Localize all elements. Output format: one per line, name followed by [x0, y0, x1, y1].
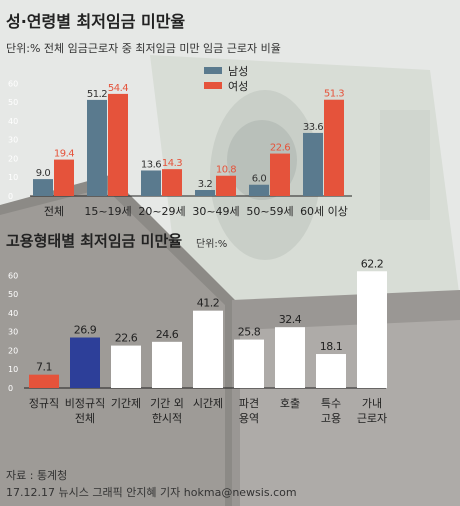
credit-note: 17.12.17 뉴시스 그래픽 안지혜 기자 hokma@newsis.com — [6, 486, 297, 499]
chart2-ytick-6: 60 — [8, 271, 18, 280]
chart1-bar-female-3 — [216, 175, 236, 196]
chart2-title: 고용형태별 최저임금 미만율 — [6, 232, 183, 250]
chart2-bar-4 — [193, 310, 223, 388]
chart1-bar-female-5 — [324, 99, 344, 196]
chart2-value-6: 32.4 — [279, 313, 302, 326]
chart2-value-8: 62.2 — [361, 257, 384, 270]
chart2-value-3: 24.6 — [156, 328, 179, 341]
chart1-bar-male-4 — [249, 184, 269, 196]
chart2-category-3: 기간 외 한시적 — [150, 397, 184, 425]
chart1-value-male-1: 51.2 — [87, 89, 107, 100]
chart1-category-5: 60세 이상 — [300, 205, 348, 218]
chart1-bar-female-2 — [162, 169, 182, 196]
chart2-category-7: 특수 고용 — [321, 397, 341, 425]
chart2-ytick-1: 10 — [8, 365, 18, 374]
chart1-legend: 남성 여성 — [204, 63, 248, 93]
chart2-value-2: 22.6 — [115, 332, 138, 345]
chart2-category-1: 비정규직 전체 — [65, 397, 105, 425]
chart1-value-female-4: 22.6 — [270, 143, 290, 154]
chart2-category-4: 시간제 — [193, 397, 223, 410]
chart2-bar-3 — [152, 341, 182, 388]
chart1-value-male-5: 33.6 — [303, 122, 323, 133]
chart2-ytick-0: 0 — [8, 384, 13, 393]
chart2-category-8: 가내 근로자 — [357, 397, 387, 425]
chart1-category-0: 전체 — [44, 205, 64, 218]
chart1-bar-male-0 — [33, 179, 53, 196]
chart1-ytick-4: 40 — [8, 117, 18, 126]
legend-label-female: 여성 — [228, 79, 249, 93]
source-note: 자료 : 통계청 — [6, 469, 68, 482]
chart1-bar-male-2 — [141, 170, 161, 196]
chart1-value-female-2: 14.3 — [162, 158, 182, 169]
chart1-category-2: 20~29세 — [138, 205, 185, 218]
chart1-category-4: 50~59세 — [246, 205, 293, 218]
chart1-ytick-2: 20 — [8, 154, 18, 163]
chart2-value-5: 25.8 — [238, 326, 261, 339]
chart2-category-0: 정규직 — [29, 397, 59, 410]
chart1-ytick-0: 0 — [8, 192, 13, 201]
chart2-bar-1 — [70, 337, 100, 388]
chart1-value-male-4: 6.0 — [252, 174, 267, 185]
legend-item-female: 여성 — [204, 78, 248, 93]
chart1-value-female-0: 19.4 — [54, 149, 74, 160]
chart1-ytick-5: 50 — [8, 98, 18, 107]
chart1-ytick-6: 60 — [8, 79, 18, 88]
chart1-value-female-5: 51.3 — [324, 89, 344, 100]
legend-item-male: 남성 — [204, 63, 248, 78]
chart1-category-3: 30~49세 — [192, 205, 239, 218]
chart2-unit: 단위:% — [196, 239, 228, 250]
chart1-value-male-3: 3.2 — [198, 179, 213, 190]
chart1-bar-female-0 — [54, 159, 74, 196]
chart2-bar-8 — [357, 271, 387, 388]
chart1-bar-male-1 — [87, 99, 107, 196]
legend-label-male: 남성 — [228, 64, 249, 78]
chart1-value-male-2: 13.6 — [141, 159, 161, 170]
chart2-value-0: 7.1 — [36, 361, 52, 374]
chart2-category-5: 파견 용역 — [239, 397, 259, 425]
chart2-category-2: 기간제 — [111, 397, 141, 410]
chart2-ytick-5: 50 — [8, 290, 18, 299]
chart1-category-1: 15~19세 — [84, 205, 131, 218]
chart1-value-male-0: 9.0 — [36, 168, 51, 179]
chart2-ytick-3: 30 — [8, 328, 18, 337]
chart1-value-female-3: 10.8 — [216, 165, 236, 176]
chart1-subtitle: 단위:% 전체 임금근로자 중 최저임금 미만 임금 근로자 비율 — [6, 42, 281, 55]
chart2-bar-7 — [316, 354, 346, 388]
chart1-ytick-1: 10 — [8, 173, 18, 182]
chart2-ytick-4: 40 — [8, 309, 18, 318]
chart2-ytick-2: 20 — [8, 346, 18, 355]
chart1-ytick-3: 30 — [8, 136, 18, 145]
legend-swatch-female — [204, 82, 222, 89]
chart2-bar-5 — [234, 339, 264, 388]
chart2-bar-2 — [111, 345, 141, 388]
chart1-value-female-1: 54.4 — [108, 83, 128, 94]
chart1-bar-male-5 — [303, 132, 323, 196]
chart2-value-4: 41.2 — [197, 297, 220, 310]
chart2-value-1: 26.9 — [74, 324, 97, 337]
chart2-value-7: 18.1 — [320, 340, 343, 353]
chart2-category-6: 호출 — [280, 397, 300, 410]
chart2-bar-6 — [275, 327, 305, 388]
chart1-bar-female-4 — [270, 153, 290, 196]
legend-swatch-male — [204, 67, 222, 74]
chart1-bar-female-1 — [108, 93, 128, 196]
chart1-bar-male-3 — [195, 189, 215, 196]
chart1-title: 성·연령별 최저임금 미만율 — [6, 12, 186, 31]
chart2-bar-0 — [29, 374, 59, 388]
